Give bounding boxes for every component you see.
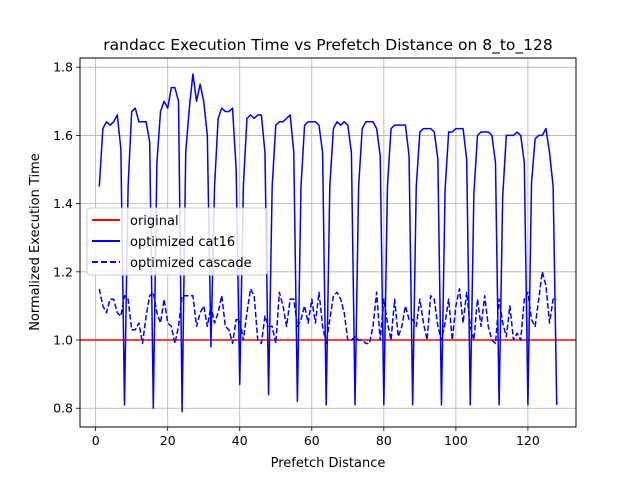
y-axis-ticks: 0.8 1.0 1.2 1.4 1.6 1.8 — [53, 60, 80, 416]
series-layer — [80, 73, 576, 413]
x-tick-label: 20 — [160, 433, 176, 448]
x-tick-label: 80 — [376, 433, 392, 448]
legend: original optimized cat16 optimized casca… — [86, 207, 268, 276]
x-tick-label: 100 — [444, 433, 468, 448]
x-axis-label: Prefetch Distance — [271, 456, 386, 471]
y-tick-label: 0.8 — [53, 401, 73, 416]
y-tick-label: 1.6 — [53, 128, 73, 143]
series-optimized-cascade-line — [98, 271, 557, 345]
y-tick-label: 1.8 — [53, 60, 73, 75]
y-tick-label: 1.0 — [53, 333, 73, 348]
y-axis-label: Normalized Execution Time — [28, 153, 43, 331]
chart-title: randacc Execution Time vs Prefetch Dista… — [103, 36, 552, 55]
legend-box — [86, 207, 268, 276]
legend-label-optimized-cat16: optimized cat16 — [130, 235, 235, 250]
x-tick-label: 60 — [304, 433, 320, 448]
x-axis-ticks: 0 20 40 60 80 100 120 — [92, 427, 540, 448]
legend-label-optimized-cascade: optimized cascade — [130, 256, 252, 271]
series-optimized-cat16-line — [98, 73, 558, 413]
y-tick-label: 1.4 — [53, 196, 73, 211]
x-tick-label: 120 — [516, 433, 540, 448]
plot-frame — [79, 57, 577, 428]
legend-label-original: original — [130, 214, 179, 229]
y-tick-label: 1.2 — [53, 264, 73, 279]
x-tick-label: 40 — [232, 433, 248, 448]
x-tick-label: 0 — [92, 433, 100, 448]
